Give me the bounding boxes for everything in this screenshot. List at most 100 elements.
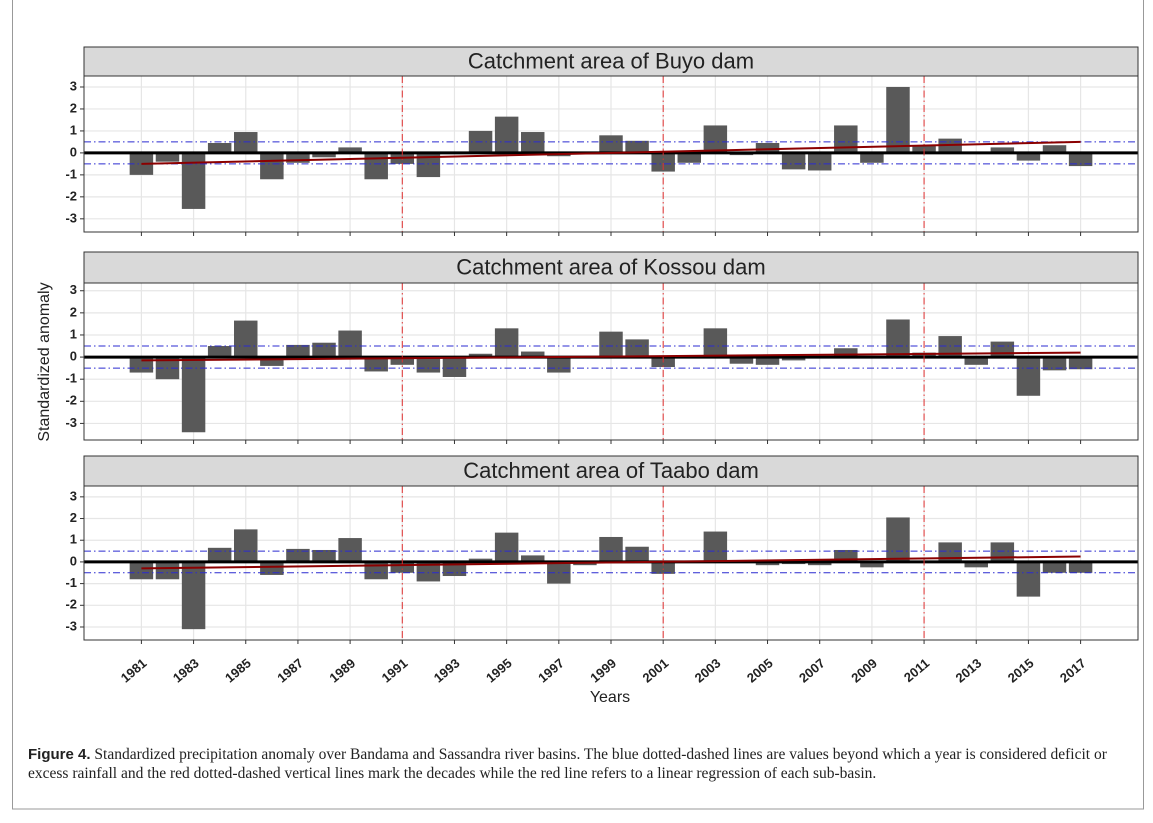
bar: [234, 529, 258, 562]
bar: [990, 147, 1015, 153]
bar: [181, 152, 206, 209]
y-tick-label: -1: [65, 575, 77, 590]
bar: [234, 132, 258, 153]
bar: [990, 542, 1015, 562]
bar: [755, 561, 780, 566]
strip: [83, 251, 1139, 284]
bar: [338, 538, 362, 562]
bar: [207, 143, 232, 153]
x-tick-label: 2009: [848, 655, 880, 685]
bar: [834, 125, 858, 153]
bar: [781, 152, 806, 170]
caption-label: Figure 4.: [28, 746, 91, 763]
bar: [1042, 145, 1067, 153]
bar: [729, 357, 754, 364]
x-tick-label: 2011: [901, 655, 932, 685]
x-tick-label: 1995: [483, 655, 515, 685]
figure-caption: Figure 4. Standardized precipitation ano…: [28, 745, 1123, 783]
x-tick-label: 1985: [222, 655, 254, 685]
bar: [651, 561, 675, 574]
bar: [886, 319, 910, 358]
bar: [625, 140, 649, 153]
bar: [755, 143, 780, 153]
x-tick-label: 2001: [640, 655, 672, 685]
bar: [468, 558, 493, 562]
bar: [155, 152, 180, 162]
y-tick-label: 0: [70, 144, 77, 159]
plot-border: [83, 485, 1139, 641]
trend-line: [141, 140, 1081, 165]
y-tick-label: 2: [70, 100, 77, 115]
bar: [390, 561, 415, 573]
bar: [625, 546, 649, 562]
bar: [1068, 357, 1093, 370]
y-tick-label: 3: [70, 488, 77, 503]
bar: [860, 152, 884, 163]
bar: [964, 357, 988, 365]
bar: [599, 536, 623, 562]
panel-title: Catchment area of Buyo dam: [468, 48, 754, 73]
y-tick-label: 0: [70, 349, 77, 364]
bar: [703, 125, 728, 153]
bar: [181, 357, 206, 433]
bar: [807, 152, 832, 171]
bar: [703, 531, 728, 562]
bar: [834, 348, 858, 358]
x-tick-label: 1983: [170, 655, 202, 685]
bar: [703, 328, 728, 358]
x-tick-label: 2005: [744, 655, 776, 685]
bar: [468, 353, 493, 358]
figure-border: [12, 0, 1144, 810]
bar: [807, 561, 832, 566]
bar: [1042, 357, 1067, 371]
y-tick-label: 1: [70, 122, 77, 137]
bar: [338, 330, 362, 358]
y-tick-label: -1: [65, 371, 77, 386]
x-tick-label: 1987: [274, 655, 306, 685]
bar: [312, 152, 336, 158]
trend-line: [141, 351, 1081, 362]
x-axis-title: Years: [590, 689, 630, 706]
bar: [781, 357, 806, 361]
bar: [886, 86, 910, 153]
bar: [520, 132, 545, 153]
plot-border: [83, 75, 1139, 233]
x-tick-label: 1993: [431, 655, 463, 685]
x-tick-label: 1981: [118, 655, 150, 685]
bar: [494, 116, 519, 153]
x-tick-label: 1997: [535, 655, 567, 685]
x-tick-label: 2013: [953, 655, 985, 685]
bar: [990, 341, 1015, 358]
bar: [1042, 561, 1067, 573]
y-axis-title: Standardized anomaly: [36, 282, 53, 441]
bar: [207, 346, 232, 358]
panel-title: Catchment area of Kossou dam: [456, 254, 765, 279]
y-tick-label: -3: [65, 415, 77, 430]
bar: [416, 561, 441, 582]
bar: [286, 344, 310, 358]
x-tick-label: 1999: [587, 655, 619, 685]
bar: [181, 561, 206, 630]
y-tick-label: 1: [70, 326, 77, 341]
bar: [260, 357, 284, 366]
y-tick-label: -1: [65, 166, 77, 181]
bar: [260, 561, 284, 575]
bar: [860, 561, 884, 568]
bar: [886, 517, 910, 562]
y-tick-label: 1: [70, 532, 77, 547]
x-tick-label: 2003: [692, 655, 724, 685]
y-tick-label: -2: [65, 188, 77, 203]
bar: [547, 357, 571, 373]
bar: [599, 331, 623, 358]
bar: [416, 357, 441, 373]
bar: [964, 561, 988, 568]
y-tick-label: -3: [65, 210, 77, 225]
bar: [834, 549, 858, 562]
bar: [286, 152, 310, 163]
plot-border: [83, 282, 1139, 441]
bar: [364, 152, 388, 180]
bar: [338, 147, 362, 153]
bar: [129, 561, 154, 580]
